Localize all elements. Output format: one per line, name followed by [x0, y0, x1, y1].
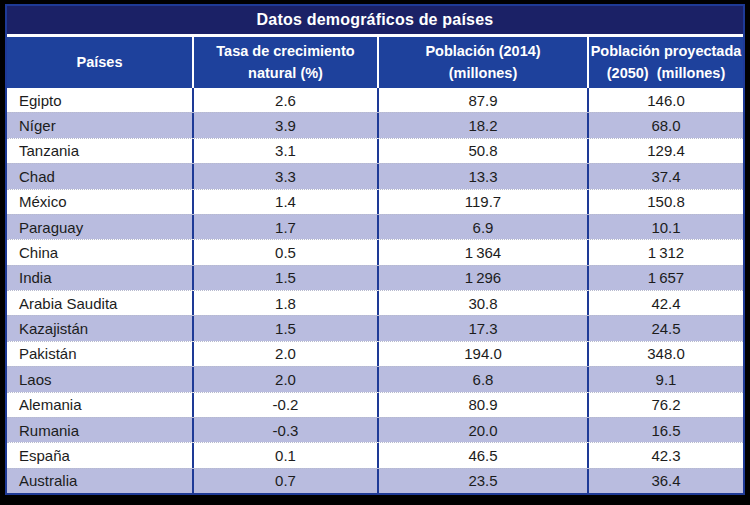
column-header-line1: Países: [77, 52, 123, 74]
demographics-table: Datos demográficos de países Países Tasa…: [5, 4, 745, 495]
table-row: Pakistán 2.0 194.0 348.0: [7, 341, 743, 366]
growth-rate-cell: 1.5: [192, 266, 377, 290]
growth-rate-cell: 1.4: [192, 190, 377, 214]
column-header-line1: Población proyectada: [591, 41, 742, 63]
population-2014-cell: 6.8: [377, 367, 587, 391]
population-2014-cell: 119.7: [377, 190, 587, 214]
table-row: México 1.4 119.7 150.8: [7, 189, 743, 214]
population-2014-cell: 30.8: [377, 291, 587, 315]
growth-rate-cell: 1.8: [192, 291, 377, 315]
population-2050-cell: 146.0: [587, 88, 743, 112]
country-cell: Laos: [7, 367, 192, 391]
country-cell: Arabia Saudita: [7, 291, 192, 315]
table-title-bar: Datos demográficos de países: [7, 6, 743, 34]
country-cell: Pakistán: [7, 342, 192, 366]
table-title: Datos demográficos de países: [257, 11, 494, 29]
table-row: Egipto 2.6 87.9 146.0: [7, 88, 743, 112]
country-cell: Australia: [7, 469, 192, 493]
column-header-paises: Países: [7, 37, 192, 88]
growth-rate-cell: 1.5: [192, 316, 377, 340]
column-header-line1: Población (2014): [425, 41, 540, 63]
table-outer-frame: Datos demográficos de países Países Tasa…: [0, 0, 750, 505]
growth-rate-cell: 3.1: [192, 139, 377, 163]
growth-rate-cell: 1.7: [192, 215, 377, 239]
table-row: China 0.5 1 364 1 312: [7, 239, 743, 264]
column-header-tasa-crecimiento: Tasa de crecimientonatural (%): [192, 37, 377, 88]
country-cell: México: [7, 190, 192, 214]
population-2014-cell: 46.5: [377, 443, 587, 467]
table-row: Kazajistán 1.5 17.3 24.5: [7, 315, 743, 340]
column-header-line1: Tasa de crecimiento: [216, 41, 354, 63]
country-cell: Níger: [7, 113, 192, 137]
population-2014-cell: 20.0: [377, 418, 587, 442]
table-row: India 1.5 1 296 1 657: [7, 265, 743, 290]
population-2014-cell: 50.8: [377, 139, 587, 163]
population-2014-cell: 87.9: [377, 88, 587, 112]
population-2014-cell: 80.9: [377, 393, 587, 417]
population-2050-cell: 129.4: [587, 139, 743, 163]
column-header-line2: (millones): [449, 63, 517, 85]
population-2014-cell: 23.5: [377, 469, 587, 493]
population-2014-cell: 6.9: [377, 215, 587, 239]
growth-rate-cell: -0.2: [192, 393, 377, 417]
population-2050-cell: 9.1: [587, 367, 743, 391]
table-row: Rumania -0.3 20.0 16.5: [7, 417, 743, 442]
table-body: Egipto 2.6 87.9 146.0 Níger 3.9 18.2 68.…: [7, 88, 743, 493]
population-2014-cell: 17.3: [377, 316, 587, 340]
population-2050-cell: 1 657: [587, 266, 743, 290]
country-cell: España: [7, 443, 192, 467]
population-2014-cell: 13.3: [377, 164, 587, 188]
population-2050-cell: 150.8: [587, 190, 743, 214]
population-2050-cell: 42.4: [587, 291, 743, 315]
table-row: España 0.1 46.5 42.3: [7, 442, 743, 467]
country-cell: India: [7, 266, 192, 290]
country-cell: Paraguay: [7, 215, 192, 239]
table-header-row: Países Tasa de crecimientonatural (%) Po…: [7, 37, 743, 88]
column-header-line2: natural (%): [248, 63, 323, 85]
column-header-poblacion-2050: Población proyectada(2050) (millones): [587, 37, 743, 88]
population-2014-cell: 194.0: [377, 342, 587, 366]
country-cell: Rumania: [7, 418, 192, 442]
growth-rate-cell: 0.7: [192, 469, 377, 493]
growth-rate-cell: 2.0: [192, 342, 377, 366]
country-cell: Tanzania: [7, 139, 192, 163]
population-2014-cell: 1 296: [377, 266, 587, 290]
country-cell: Egipto: [7, 88, 192, 112]
column-header-line2: (2050) (millones): [607, 63, 725, 85]
population-2050-cell: 42.3: [587, 443, 743, 467]
growth-rate-cell: 0.1: [192, 443, 377, 467]
country-cell: Chad: [7, 164, 192, 188]
table-row: Tanzania 3.1 50.8 129.4: [7, 138, 743, 163]
population-2050-cell: 16.5: [587, 418, 743, 442]
population-2014-cell: 18.2: [377, 113, 587, 137]
table-row: Arabia Saudita 1.8 30.8 42.4: [7, 290, 743, 315]
population-2050-cell: 36.4: [587, 469, 743, 493]
growth-rate-cell: 3.3: [192, 164, 377, 188]
growth-rate-cell: 0.5: [192, 240, 377, 264]
table-row: Alemania -0.2 80.9 76.2: [7, 392, 743, 417]
population-2014-cell: 1 364: [377, 240, 587, 264]
country-cell: Kazajistán: [7, 316, 192, 340]
population-2050-cell: 10.1: [587, 215, 743, 239]
growth-rate-cell: 3.9: [192, 113, 377, 137]
country-cell: Alemania: [7, 393, 192, 417]
population-2050-cell: 24.5: [587, 316, 743, 340]
growth-rate-cell: -0.3: [192, 418, 377, 442]
growth-rate-cell: 2.6: [192, 88, 377, 112]
column-header-poblacion-2014: Población (2014)(millones): [377, 37, 587, 88]
table-row: Australia 0.7 23.5 36.4: [7, 468, 743, 493]
population-2050-cell: 37.4: [587, 164, 743, 188]
population-2050-cell: 348.0: [587, 342, 743, 366]
population-2050-cell: 76.2: [587, 393, 743, 417]
growth-rate-cell: 2.0: [192, 367, 377, 391]
table-row: Níger 3.9 18.2 68.0: [7, 112, 743, 137]
table-row: Laos 2.0 6.8 9.1: [7, 366, 743, 391]
country-cell: China: [7, 240, 192, 264]
table-row: Paraguay 1.7 6.9 10.1: [7, 214, 743, 239]
population-2050-cell: 1 312: [587, 240, 743, 264]
table-row: Chad 3.3 13.3 37.4: [7, 163, 743, 188]
population-2050-cell: 68.0: [587, 113, 743, 137]
